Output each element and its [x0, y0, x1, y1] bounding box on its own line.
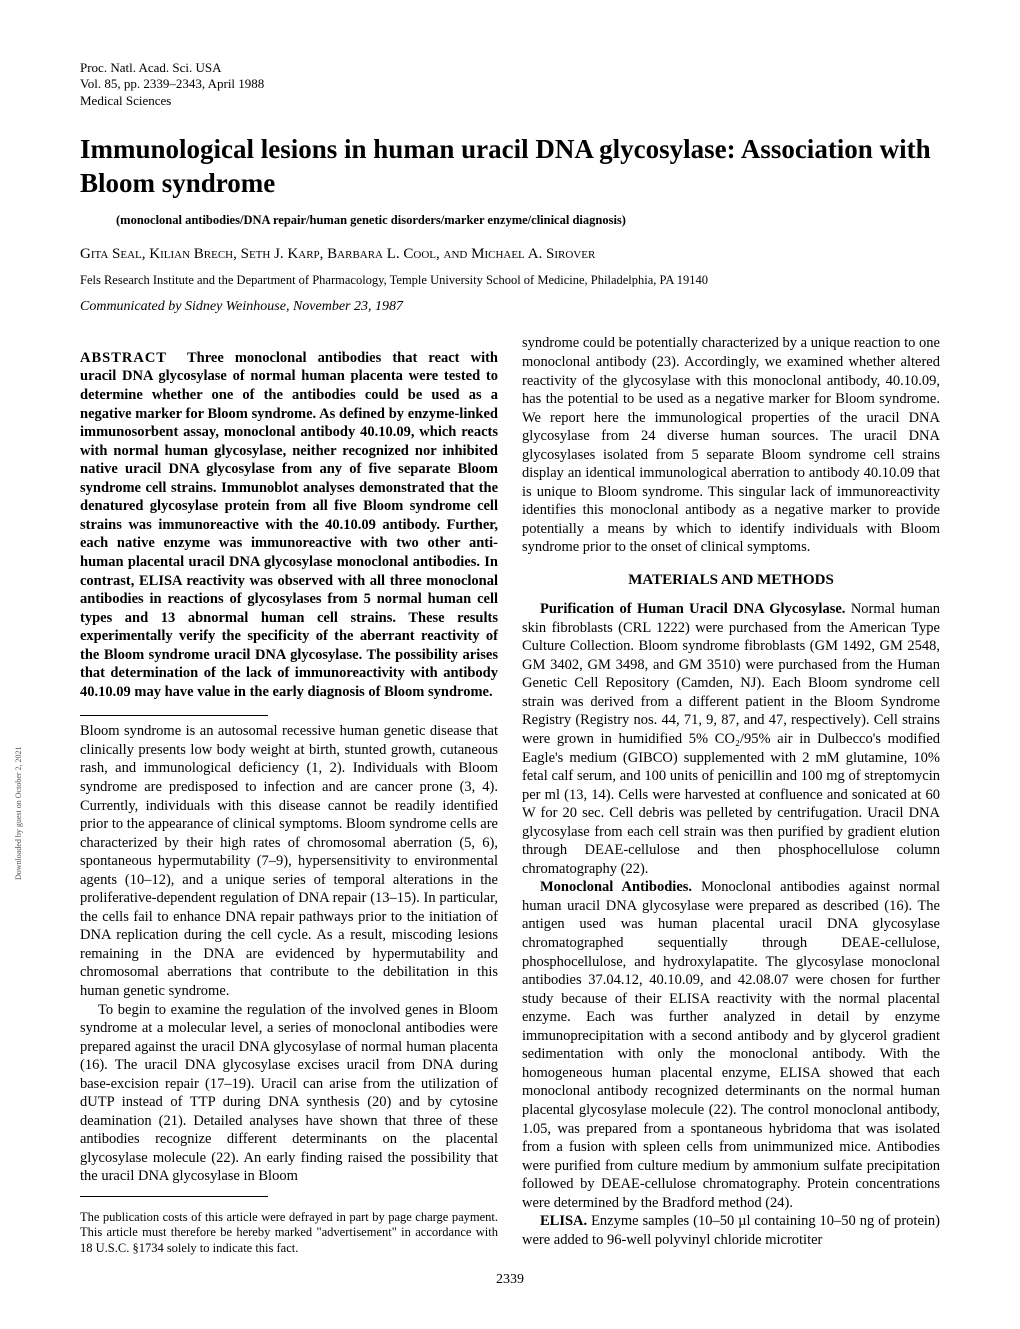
authors-line: Gita Seal, Kilian Brech, Seth J. Karp, B…	[80, 245, 940, 265]
page-number: 2339	[80, 1271, 940, 1289]
download-note: Downloaded by guest on October 2, 2021	[14, 746, 24, 880]
mm-purification-text: Normal human skin fibroblasts (CRL 1222)…	[522, 601, 940, 877]
materials-heading: MATERIALS AND METHODS	[522, 571, 940, 590]
intro-paragraph-1: Bloom syndrome is an autosomal recessive…	[80, 722, 498, 1000]
mm-monoclonal-label: Monoclonal Antibodies.	[540, 879, 692, 895]
keywords-line: (monoclonal antibodies/DNA repair/human …	[116, 212, 940, 228]
publication-footnote: The publication costs of this article we…	[80, 1210, 498, 1257]
body-columns: ABSTRACTThree monoclonal antibodies that…	[80, 334, 940, 1259]
abstract-divider	[80, 715, 268, 716]
journal-name: Proc. Natl. Acad. Sci. USA	[80, 60, 940, 76]
affiliation-line: Fels Research Institute and the Departme…	[80, 272, 940, 288]
mm-purification-label: Purification of Human Uracil DNA Glycosy…	[540, 601, 845, 617]
footnote-divider	[80, 1196, 268, 1197]
article-title: Immunological lesions in human uracil DN…	[80, 133, 940, 201]
mm-purification: Purification of Human Uracil DNA Glycosy…	[522, 600, 940, 878]
mm-elisa: ELISA. Enzyme samples (10–50 µl containi…	[522, 1212, 940, 1249]
mm-monoclonal-text: Monoclonal antibodies against normal hum…	[522, 879, 940, 1210]
abstract-label: ABSTRACT	[80, 350, 167, 366]
journal-section: Medical Sciences	[80, 93, 940, 109]
abstract-text: Three monoclonal antibodies that react w…	[80, 350, 498, 700]
intro-paragraph-2: To begin to examine the regulation of th…	[80, 1001, 498, 1186]
volume-line: Vol. 85, pp. 2339–2343, April 1988	[80, 76, 940, 92]
journal-header: Proc. Natl. Acad. Sci. USA Vol. 85, pp. …	[80, 60, 940, 109]
mm-elisa-label: ELISA.	[540, 1213, 587, 1229]
abstract-paragraph: ABSTRACTThree monoclonal antibodies that…	[80, 349, 498, 701]
communicated-line: Communicated by Sidney Weinhouse, Novemb…	[80, 298, 940, 316]
mm-monoclonal: Monoclonal Antibodies. Monoclonal antibo…	[522, 878, 940, 1212]
col2-continuation: syndrome could be potentially characteri…	[522, 334, 940, 557]
